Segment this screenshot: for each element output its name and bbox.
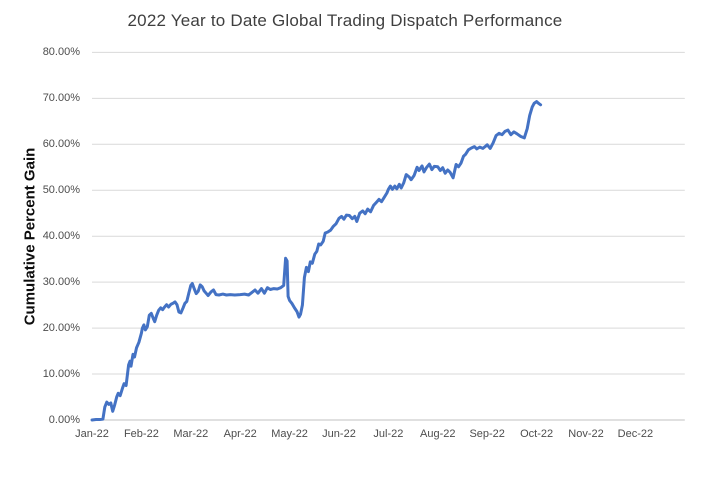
y-tick-label: 20.00% [42,321,80,334]
x-tick-label: Jul-22 [373,428,404,440]
x-tick-label: Jun-22 [322,428,356,440]
x-tick-label: Sep-22 [469,428,505,440]
series-line [90,100,543,422]
x-tick-label: Dec-22 [617,428,654,440]
x-tick-label: May-22 [271,428,308,440]
y-tick-label: 50.00% [42,183,80,196]
x-tick-label: Aug-22 [420,428,456,440]
x-tick-label: Nov-22 [568,428,604,440]
y-tick-label: 60.00% [42,137,80,150]
y-tick-label: 70.00% [42,91,80,104]
x-tick-label: Feb-22 [123,428,159,440]
y-tick-label: 10.00% [42,367,80,380]
y-tick-label: 0.00% [48,413,80,426]
y-tick-label: 30.00% [42,275,80,288]
chart-title: 2022 Year to Date Global Trading Dispatc… [127,11,563,30]
x-tick-label: Apr-22 [223,428,257,440]
x-tick-label: Oct-22 [520,428,554,440]
y-tick-label: 40.00% [42,229,80,242]
y-tick-label: 80.00% [42,45,80,58]
x-tick-label: Mar-22 [173,428,209,440]
x-tick-label: Jan-22 [75,428,109,440]
